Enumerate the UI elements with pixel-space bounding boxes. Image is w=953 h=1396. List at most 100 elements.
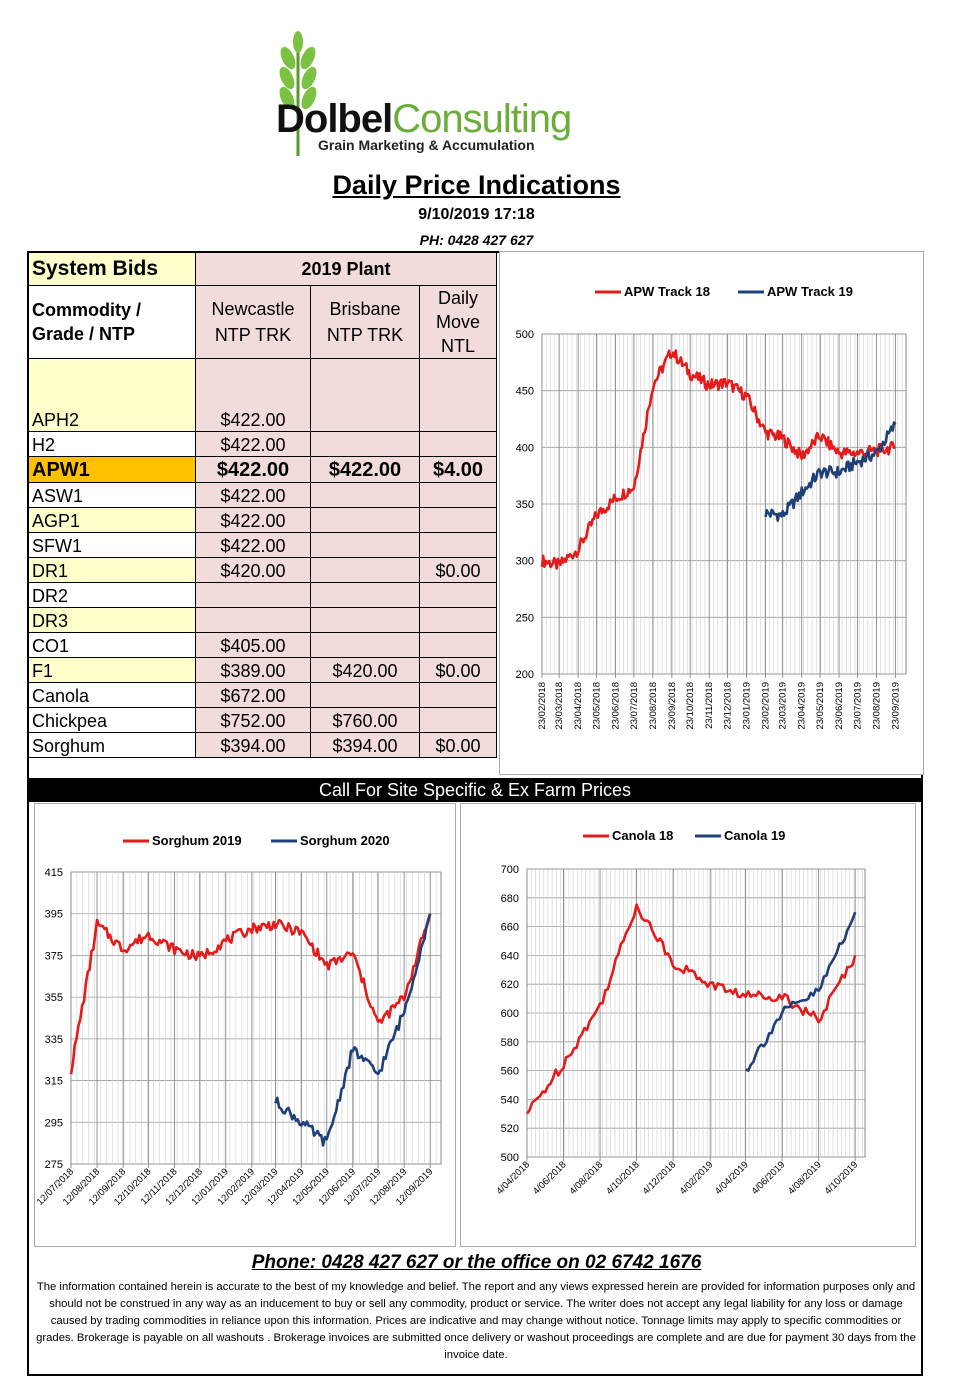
canola-chart: 500 520 540 560 580 600 620 640 660 680 700 4/04/20… xyxy=(494,828,866,1197)
price-table: System Bids 2019 Plant Commodity / Grade… xyxy=(28,252,498,758)
y-tick-label: 275 xyxy=(45,1159,63,1171)
x-tick-label: 4/08/2018 xyxy=(568,1159,606,1197)
x-tick-label: 23/05/2019 xyxy=(815,682,826,730)
y-tick-label: 540 xyxy=(501,1094,519,1106)
x-tick-label: 23/03/2019 xyxy=(778,682,789,730)
series-line xyxy=(274,913,432,1147)
newcastle-cell: $422.00 xyxy=(195,532,311,558)
newcastle-cell: $422.00 xyxy=(195,482,311,508)
series-line xyxy=(69,913,432,1075)
newcastle-cell xyxy=(195,607,311,633)
newcastle-cell: $394.00 xyxy=(195,732,311,758)
y-tick-label: 640 xyxy=(501,950,519,962)
col-grade-header: Commodity / Grade / NTP xyxy=(28,285,196,359)
x-tick-label: 4/06/2018 xyxy=(531,1159,569,1197)
grade-cell: H2 xyxy=(28,431,196,457)
sorghum-chart: 27529531533535537539541512/07/201812/08/… xyxy=(35,833,442,1208)
move-cell xyxy=(418,482,498,508)
x-tick-label: 23/01/2019 xyxy=(742,682,753,730)
brisbane-cell xyxy=(310,431,420,457)
series-line xyxy=(764,421,897,522)
x-tick-label: 23/05/2018 xyxy=(592,682,603,730)
x-tick-label: 23/07/2018 xyxy=(629,682,640,730)
move-cell: $0.00 xyxy=(418,732,498,758)
plot-area xyxy=(70,871,442,1165)
x-tick-label: 23/12/2018 xyxy=(723,682,734,730)
move-cell xyxy=(418,532,498,558)
disclaimer: The information contained herein is accu… xyxy=(36,1281,916,1361)
y-tick-label: 395 xyxy=(45,909,63,921)
brisbane-cell: $420.00 xyxy=(310,657,420,683)
y-tick-label: 295 xyxy=(45,1117,63,1129)
x-tick-label: 4/02/2019 xyxy=(678,1159,716,1197)
sorghum-chart-box: 275 295 315 335 355 375 395 415 12/07/2018 12/08/… xyxy=(34,803,456,1247)
newcastle-cell: $422.00 xyxy=(195,431,311,457)
x-tick-label: 23/11/2018 xyxy=(704,682,715,729)
legend-label: APW Track 18 xyxy=(624,284,710,299)
footer-phone: Phone: 0428 427 627 or the office on 02 … xyxy=(251,1252,702,1273)
y-tick-label: 620 xyxy=(501,979,519,991)
y-tick-label: 700 xyxy=(501,864,519,876)
move-cell xyxy=(418,632,498,658)
x-tick-label: 23/06/2018 xyxy=(610,682,621,730)
y-tick-label: 355 xyxy=(45,992,63,1004)
legend-label: APW Track 19 xyxy=(767,284,853,299)
grade-cell: Chickpea xyxy=(28,707,196,733)
move-cell xyxy=(418,507,498,533)
y-tick-label: 680 xyxy=(501,893,519,905)
move-cell xyxy=(418,682,498,708)
grade-cell: DR2 xyxy=(28,582,196,608)
move-cell xyxy=(418,431,498,457)
x-tick-label: 23/09/2019 xyxy=(890,682,901,730)
logo-tagline: Grain Marketing & Accumulation xyxy=(318,137,535,153)
y-tick-label: 600 xyxy=(501,1008,519,1020)
newcastle-cell: $422.00 xyxy=(195,358,311,432)
brisbane-cell xyxy=(310,582,420,608)
x-tick-label: 4/04/2018 xyxy=(494,1159,532,1197)
call-bar: Call For Site Specific & Ex Farm Prices xyxy=(28,778,922,802)
x-tick-label: 23/04/2018 xyxy=(573,682,584,730)
col-newcastle-header: Newcastle NTP TRK xyxy=(195,285,311,359)
newcastle-cell: $420.00 xyxy=(195,557,311,583)
x-tick-label: 4/10/2018 xyxy=(604,1159,642,1197)
brisbane-cell xyxy=(310,557,420,583)
newcastle-cell: $672.00 xyxy=(195,682,311,708)
col-move-header: Daily Move NTL xyxy=(418,285,498,359)
plant-header: 2019 Plant xyxy=(194,252,498,286)
x-tick-label: 4/08/2019 xyxy=(786,1159,824,1197)
x-tick-label: 23/08/2018 xyxy=(648,682,659,730)
system-bids-header: System Bids xyxy=(28,252,196,286)
x-tick-label: 4/04/2019 xyxy=(713,1159,751,1197)
y-tick-label: 580 xyxy=(501,1037,519,1049)
move-cell xyxy=(418,707,498,733)
move-cell: $4.00 xyxy=(418,456,498,483)
legend-label: Sorghum 2020 xyxy=(300,833,390,848)
move-cell: $0.00 xyxy=(418,657,498,683)
x-tick-label: 23/07/2019 xyxy=(852,682,863,730)
y-tick-label: 300 xyxy=(516,556,534,568)
y-tick-label: 400 xyxy=(516,442,534,454)
x-tick-label: 23/08/2019 xyxy=(871,682,882,730)
y-tick-label: 520 xyxy=(501,1123,519,1135)
brisbane-cell xyxy=(310,507,420,533)
report-date: 9/10/2019 17:18 xyxy=(418,206,535,223)
x-tick-label: 4/06/2019 xyxy=(750,1159,788,1197)
header-phone: PH: 0428 427 627 xyxy=(419,232,534,248)
grade-cell: Canola xyxy=(28,682,196,708)
grade-cell: APW1 xyxy=(28,456,196,483)
brisbane-cell xyxy=(310,482,420,508)
brisbane-cell: $394.00 xyxy=(310,732,420,758)
logo-wordmark: DolbelConsulting xyxy=(276,97,572,141)
legend-label: Canola 18 xyxy=(612,828,673,843)
x-tick-label: 23/02/2018 xyxy=(537,682,548,730)
wheat-logo-icon xyxy=(279,31,317,156)
x-tick-label: 23/03/2018 xyxy=(554,682,565,730)
apw-track-chart: 200 250 300 350 400 450 500 23/02/2018 23/03/201… xyxy=(516,284,907,730)
legend-label: Sorghum 2019 xyxy=(152,833,242,848)
newcastle-cell: $422.00 xyxy=(195,456,311,483)
grade-cell: SFW1 xyxy=(28,532,196,558)
y-tick-label: 500 xyxy=(501,1152,519,1164)
grade-cell: CO1 xyxy=(28,632,196,658)
x-tick-label: 23/09/2018 xyxy=(667,682,678,730)
x-tick-label: 23/02/2019 xyxy=(761,682,772,730)
